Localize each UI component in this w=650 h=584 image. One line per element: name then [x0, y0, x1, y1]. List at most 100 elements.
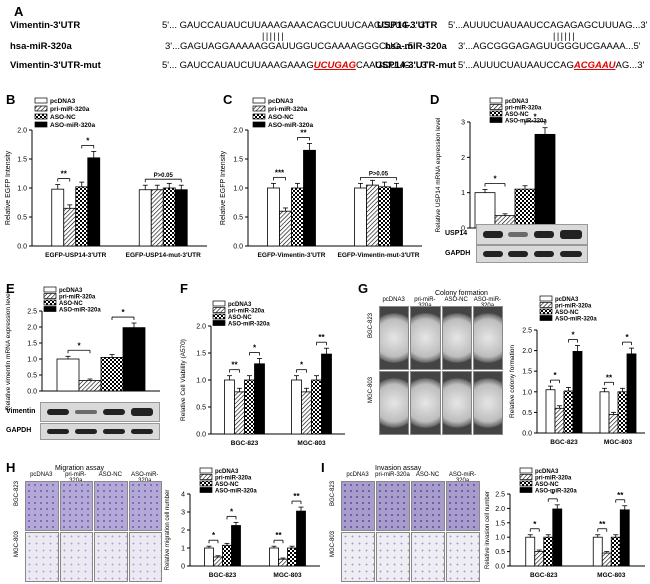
seq-right-row3: USP14-3'UTR-mut [375, 60, 456, 71]
seq-name: hsa-miR-320a [385, 41, 447, 52]
assay-photo [472, 306, 503, 370]
bar [296, 510, 306, 567]
y-axis-label: Relative colony formation [509, 345, 516, 418]
seq-mut: UCUGAG [313, 60, 356, 71]
legend-swatch [489, 110, 503, 117]
legend-label: ASO-NC [555, 310, 579, 316]
blot-label-vimentin: Vimentin [6, 408, 36, 415]
legend-swatch [212, 313, 226, 320]
legend-label: ASO-miR-320a [268, 122, 314, 129]
y-tick-label: 2.0 [233, 128, 243, 135]
assay-photo [410, 371, 441, 435]
legend-swatch [43, 306, 57, 312]
blot-band [103, 429, 125, 434]
legend-swatch [252, 113, 266, 120]
seq-right-row2-seq: 3'...AGCGGGAGAGUUGGGUCGAAAA...5' [458, 41, 641, 52]
blot-label-usp14: USP14 [445, 230, 468, 237]
sig-label: * [86, 136, 90, 145]
blot-band [47, 429, 69, 434]
seq-right-row3-seq: 5'...AUUUCUAUAAUCCAGACGAAUAG...3' [458, 60, 644, 71]
photo-col-label: pri-miR-320a [375, 472, 410, 478]
sig-label: ** [275, 531, 282, 540]
y-tick-label: 1.5 [27, 341, 37, 348]
photo-col-label: pcDNA3 [30, 472, 53, 478]
assay-photo [441, 371, 472, 435]
legend-swatch [199, 480, 213, 487]
seq-name: hsa-miR-320a [10, 41, 72, 52]
x-tick-label: BGC-823 [550, 439, 578, 446]
bar [572, 351, 583, 434]
bar [301, 391, 312, 435]
bar [224, 379, 235, 435]
assay-photo [411, 481, 445, 531]
legend-swatch [252, 105, 266, 112]
legend-label: ASO-NC [228, 315, 252, 321]
blot-band [534, 231, 554, 238]
y-tick-label: 1 [181, 546, 185, 553]
legend-swatch [199, 487, 213, 493]
y-tick-label: 1.0 [196, 378, 206, 385]
bar [63, 207, 77, 247]
bar [366, 184, 379, 247]
photo-grid-h: pcDNA3pri-miR-320aASO-NCASO-miR-320aBGC-… [14, 472, 162, 582]
y-tick-label: 0.0 [27, 389, 37, 396]
bar [75, 186, 89, 247]
assay-photo [341, 481, 375, 531]
y-tick-label: 0.5 [196, 405, 206, 412]
sig-label: * [625, 333, 629, 342]
photo-grid-i: pcDNA3pri-miR-320aASO-NCASO-miR-320aBGC-… [330, 472, 480, 582]
seq-mut: ACGAAU [573, 60, 616, 71]
seq-left-row1: Vimentin-3'UTR [10, 20, 80, 31]
sig-label: ** [231, 361, 238, 370]
assay-photo [25, 481, 59, 531]
legend-label: pri-miR-320a [59, 295, 96, 301]
panel-label-d: D [430, 92, 440, 107]
photo-title-i: Invasion assay [375, 465, 422, 472]
photo-grid-g: pcDNA3pri-miR-320aASO-NCASO-miR-320aBGC-… [368, 297, 503, 435]
assay-photo [341, 532, 375, 582]
legend-label: pri-miR-320a [555, 304, 592, 310]
pairing-lines-right: | | | | | | [553, 31, 575, 41]
sig-label: ** [617, 491, 624, 500]
x-tick-label: MGC-803 [604, 439, 633, 446]
legend-label: pcDNA3 [50, 98, 76, 105]
bar [378, 186, 391, 247]
photo-row-label: MGC-803 [368, 376, 374, 403]
seq-left-row3: Vimentin-3'UTR-mut [10, 60, 101, 71]
y-axis-label: Relative EGFP Intensity [220, 150, 227, 225]
bar [174, 189, 188, 247]
bar [303, 149, 316, 247]
sig-label: ** [599, 520, 606, 529]
bar [311, 379, 322, 435]
x-tick-label: MGC-803 [297, 440, 326, 447]
bar [592, 536, 603, 567]
legend-swatch [539, 302, 553, 308]
y-tick-label: 2.0 [522, 348, 532, 355]
photo-col-label: ASO-NC [444, 297, 468, 303]
y-tick-label: 2.5 [27, 309, 37, 316]
sig-label: * [212, 531, 216, 540]
bar [254, 363, 265, 435]
blot-band [508, 251, 528, 257]
assay-photo [59, 481, 93, 531]
bar [56, 358, 80, 392]
legend-label: ASO-NC [50, 114, 76, 121]
sig-label: ** [293, 492, 300, 501]
y-tick-label: 2.0 [495, 506, 505, 513]
bar [390, 187, 403, 247]
blot-band [131, 429, 153, 434]
legend-swatch [212, 300, 226, 307]
legend-label: pri-miR-320a [215, 476, 252, 482]
x-tick-label: MGC-803 [273, 572, 302, 579]
bar [222, 544, 232, 567]
photo-title-g: Colony formation [435, 290, 488, 297]
bar [543, 536, 554, 567]
y-tick-label: 1.5 [233, 157, 243, 164]
seq-left-row2: hsa-miR-320a [10, 41, 72, 52]
seq-right-row1: USP14-3'UTR [377, 20, 437, 31]
photo-row-label: BGC-823 [368, 312, 374, 338]
sig-label: ** [318, 333, 325, 342]
sig-label: * [253, 344, 257, 353]
bar [525, 536, 536, 567]
y-tick-label: 1.0 [17, 186, 27, 193]
